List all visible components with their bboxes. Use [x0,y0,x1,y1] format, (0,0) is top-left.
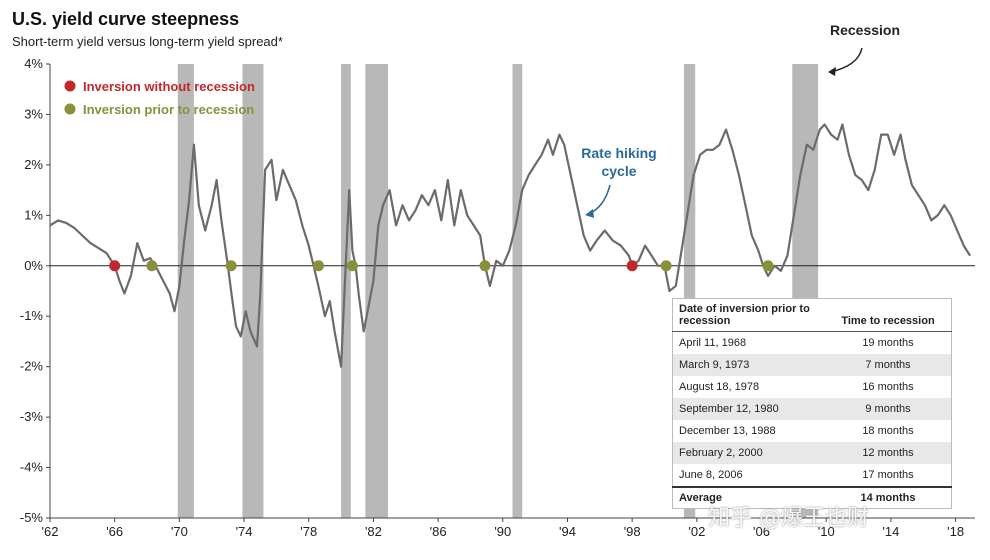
table-cell-time: 17 months [862,469,914,481]
y-tick-label: -1% [20,308,44,323]
legend-olive-label: Inversion prior to recession [83,102,254,117]
table-row: February 2, 2000 12 months [672,442,952,464]
legend-red-marker [64,80,76,92]
table-row: December 13, 1988 18 months [673,420,952,442]
legend-red-label: Inversion without recession [83,79,255,94]
x-tick-label: '78 [300,524,317,539]
table-row: March 9, 1973 7 months [672,354,952,376]
rate-hiking-arrowhead [585,209,594,218]
axis-tick-labels: 4% 3% 2% 1% 0% -1% -2% -3% -4% -5%'62 '66 '70 '74 '78… [20,56,964,539]
rate-hiking-annotation-line1: Rate hiking [581,145,656,161]
x-tick-label: '10 [818,524,835,539]
table-row: June 8, 2006 17 months [673,464,952,487]
table-cell-date: August 18, 1978 [679,381,760,393]
watermark: 知乎 @爆王也财 [708,506,869,531]
inversion-without-recession-marker [109,260,121,272]
x-tick-label: '70 [171,524,188,539]
x-tick-label: '02 [688,524,705,539]
table-cell-date: February 2, 2000 [672,442,825,464]
inversion-prior-to-recession-marker [146,260,158,272]
x-tick-label: '18 [947,524,964,539]
x-tick-label: '98 [624,524,641,539]
y-tick-label: 0% [24,258,43,273]
inversion-prior-to-recession-marker [346,260,358,272]
table-header-date: Date of inversion prior to recession [672,298,825,332]
inversion-prior-to-recession-marker [479,260,491,272]
table-cell-date: March 9, 1973 [672,354,825,376]
table-row: April 11, 1968 19 months [673,332,952,355]
y-tick-label: 1% [24,207,43,222]
inversion-without-recession-marker [626,260,638,272]
recession-band [512,64,523,518]
recession-annotation: Recession [830,22,900,38]
x-tick-label: '14 [882,524,899,539]
recession-arrowhead [828,67,836,76]
x-tick-label: '06 [753,524,770,539]
inversion-table: Date of inversion prior to recession Tim… [672,298,952,509]
inversion-prior-to-recession-marker [660,260,672,272]
recession-band [365,64,388,518]
table-average-label: Average [672,486,825,509]
table-cell-date: September 12, 1980 [672,398,825,420]
y-tick-label: -2% [20,359,44,374]
recession-band [683,64,696,518]
table-cell-date: December 13, 1988 [679,425,776,437]
x-tick-label: '90 [494,524,511,539]
table-cell-time: 12 months [825,442,952,464]
x-tick-label: '66 [106,524,123,539]
legend: Inversion without recession Inversion pr… [64,79,255,117]
table-row: August 18, 1978 16 months [673,376,952,398]
spread-line-path [49,123,972,368]
y-tick-label: -5% [20,510,44,525]
x-tick-label: '94 [559,524,576,539]
plot-frame [49,64,975,519]
table-header-time: Time to recession [825,298,952,332]
inversion-prior-to-recession-marker [312,260,324,272]
chart-title: U.S. yield curve steepness [12,9,240,29]
table-cell-time: 7 months [825,354,952,376]
rate-hiking-annotation-line2: cycle [601,163,636,179]
table-row: September 12, 1980 9 months [672,398,952,420]
inversion-prior-to-recession-marker [225,260,237,272]
spread-line [49,123,972,368]
recession-band [242,64,264,518]
table-cell-time: 19 months [862,337,914,349]
x-tick-label: '86 [430,524,447,539]
table-average-value: 14 months [825,486,952,509]
x-tick-label: '74 [236,524,253,539]
y-tick-label: 4% [24,56,43,71]
x-tick-label: '82 [365,524,382,539]
recession-band [177,64,194,518]
table-cell-time: 16 months [862,381,914,393]
y-tick-label: 3% [24,106,43,121]
table-cell-time: 18 months [862,425,914,437]
table-cell-date: June 8, 2006 [679,469,743,481]
y-tick-label: -3% [20,409,44,424]
y-tick-label: 2% [24,157,43,172]
legend-olive-marker [64,103,76,115]
table-cell-time: 9 months [825,398,952,420]
chart-subtitle: Short-term yield versus long-term yield … [12,34,283,49]
y-tick-label: -4% [20,460,44,475]
rate-hiking-arrow [587,184,611,215]
recession-band [341,64,351,518]
inversion-prior-to-recession-marker [762,260,774,272]
x-tick-label: '62 [42,524,59,539]
inversion-markers [109,260,774,272]
table-cell-date: April 11, 1968 [679,337,747,349]
table-average-row: Average 14 months [672,486,952,509]
